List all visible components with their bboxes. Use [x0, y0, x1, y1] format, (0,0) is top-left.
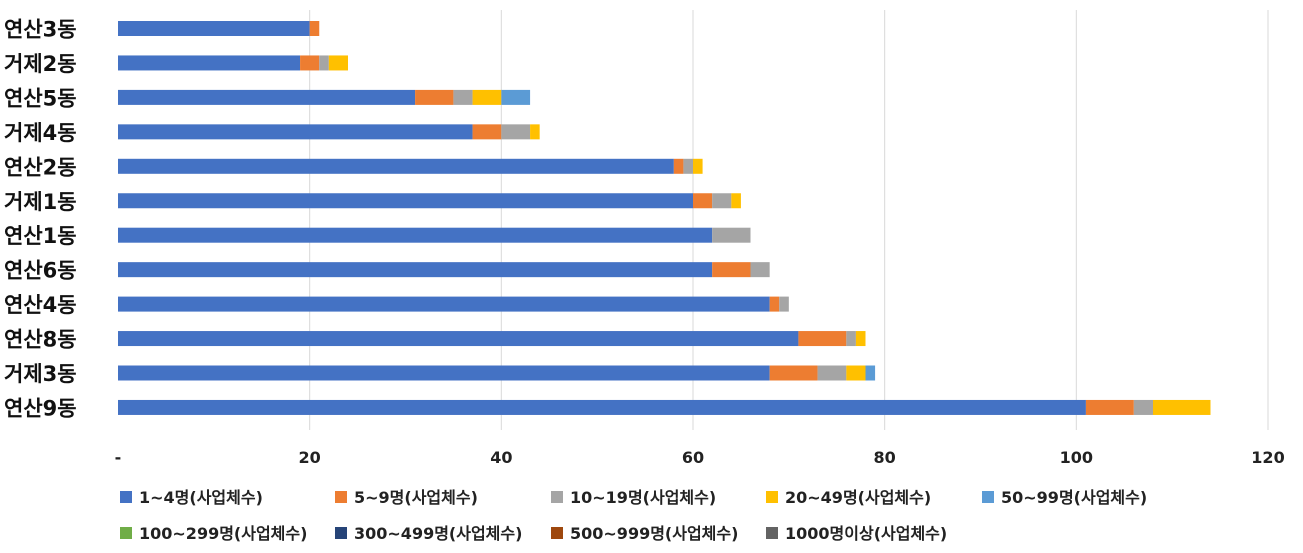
bar-segment — [846, 365, 866, 381]
category-label: 연산8동 — [4, 328, 77, 352]
legend-swatch — [982, 491, 994, 503]
legend-label: 10~19명(사업체수) — [570, 488, 716, 507]
category-label: 연산9동 — [4, 396, 77, 420]
bar-segment — [1153, 399, 1211, 415]
legend-swatch — [335, 491, 347, 503]
legend-swatch — [551, 491, 563, 503]
bar-segment — [118, 399, 1086, 415]
bar-segment — [415, 89, 454, 105]
bar-segment — [309, 21, 320, 36]
bar-segment — [118, 365, 770, 381]
category-label: 연산5동 — [4, 86, 77, 110]
x-tick-label: 80 — [874, 448, 896, 467]
category-label: 거제4동 — [4, 121, 77, 145]
bar-segment — [712, 262, 751, 278]
bar-segment — [118, 21, 310, 36]
legend-label: 500~999명(사업체수) — [570, 524, 738, 543]
bar-segment — [501, 89, 531, 105]
category-label: 연산3동 — [4, 18, 77, 42]
legend: 1~4명(사업체수) 5~9명(사업체수) 10~19명(사업체수) 20~49명(사… — [120, 488, 1147, 543]
legend-label: 100~299명(사업체수) — [139, 524, 307, 543]
bar-segment — [118, 124, 473, 140]
legend-label: 300~499명(사업체수) — [354, 524, 522, 543]
gridlines — [309, 10, 1269, 430]
bar-segment — [731, 193, 741, 209]
x-tick-label: 20 — [299, 448, 321, 467]
bar-segment — [750, 262, 770, 278]
legend-swatch — [766, 527, 778, 539]
legend-label: 5~9명(사업체수) — [354, 488, 478, 507]
bar-segment — [300, 55, 320, 71]
bar-segment — [693, 158, 703, 174]
bar-segment — [472, 89, 502, 105]
bar-segment — [118, 331, 799, 347]
legend-label: 50~99명(사업체수) — [1001, 488, 1147, 507]
bar-segment — [118, 193, 693, 209]
category-label: 거제2동 — [4, 52, 77, 76]
x-tick-label: 60 — [682, 448, 704, 467]
bar-segment — [1133, 399, 1153, 415]
legend-swatch — [120, 491, 132, 503]
legend-swatch — [335, 527, 347, 539]
category-label: 거제3동 — [4, 362, 77, 386]
bar-segment — [118, 158, 674, 174]
legend-label: 1000명이상(사업체수) — [785, 524, 947, 543]
bar-segment — [693, 193, 713, 209]
category-label: 연산6동 — [4, 259, 77, 283]
bar-segment — [118, 55, 301, 71]
bar-segment — [769, 365, 818, 381]
x-tick-label: 40 — [490, 448, 512, 467]
legend-swatch — [120, 527, 132, 539]
x-tick-labels: - 20 40 60 80 100 120 — [115, 448, 1285, 467]
legend-swatch — [766, 491, 778, 503]
category-labels: 연산3동거제2동연산5동거제4동연산2동거제1동연산1동연산6동연산4동연산8동… — [4, 18, 77, 421]
bar-segment — [1085, 399, 1134, 415]
bar-segment — [118, 296, 770, 312]
x-tick-label: 100 — [1060, 448, 1093, 467]
bar-segment — [846, 331, 856, 347]
category-label: 연산2동 — [4, 155, 77, 179]
bar-segment — [855, 331, 866, 347]
category-label: 거제1동 — [4, 190, 77, 214]
bar-segment — [673, 158, 684, 174]
x-tick-label: - — [115, 448, 122, 467]
bar-segment — [118, 89, 416, 105]
bar-segment — [712, 227, 751, 243]
category-label: 연산1동 — [4, 224, 77, 248]
legend-swatch — [551, 527, 563, 539]
bar-segment — [472, 124, 502, 140]
category-label: 연산4동 — [4, 293, 77, 317]
legend-label: 1~4명(사업체수) — [139, 488, 263, 507]
bar-segment — [530, 124, 540, 140]
bar-segment — [118, 227, 713, 243]
bar-segment — [769, 296, 780, 312]
x-tick-label: 120 — [1251, 448, 1284, 467]
bar-segment — [865, 365, 876, 381]
bar-segment — [319, 55, 329, 71]
bar-segment — [817, 365, 847, 381]
bar-segment — [453, 89, 473, 105]
bar-segment — [779, 296, 789, 312]
bar-segment — [683, 158, 693, 174]
bar-segment — [118, 262, 713, 278]
bar-segment — [328, 55, 348, 71]
bar-segment — [798, 331, 847, 347]
bar-segment — [501, 124, 531, 140]
legend-label: 20~49명(사업체수) — [785, 488, 931, 507]
bar-segment — [712, 193, 732, 209]
bars — [118, 21, 1211, 415]
